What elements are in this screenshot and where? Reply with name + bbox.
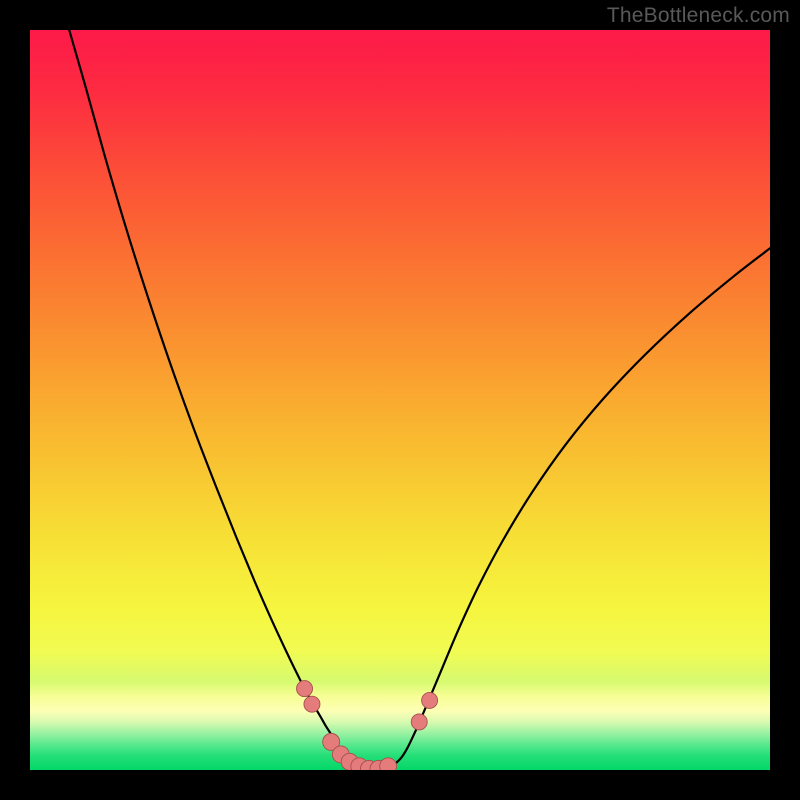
gradient-background <box>30 30 770 770</box>
marker-left-0 <box>297 681 313 697</box>
marker-right-1 <box>422 692 438 708</box>
marker-left-1 <box>304 696 320 712</box>
marker-floor-6 <box>380 758 397 770</box>
marker-right-0 <box>411 714 427 730</box>
plot-svg <box>30 30 770 770</box>
watermark-text: TheBottleneck.com <box>607 4 790 28</box>
plot-area <box>30 30 770 770</box>
